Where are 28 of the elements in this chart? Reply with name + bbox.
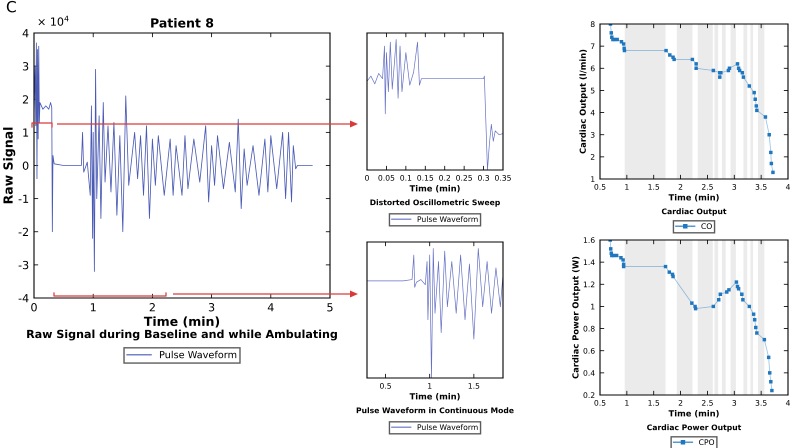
y-axis-title: Cardiac Power Output (W) xyxy=(572,256,580,379)
x-tick-label: 0 xyxy=(31,303,37,312)
y-axis-title: Cardiac Output (l/min) xyxy=(579,50,588,154)
x-tick-label: 5 xyxy=(327,303,333,312)
y-tick-label: 1 xyxy=(23,128,28,137)
y-tick-label: -1 xyxy=(18,194,28,203)
x-axis-title: Time (min) xyxy=(668,194,719,202)
x-tick-label: 2 xyxy=(150,303,155,312)
text: × 10$^{4}$ xyxy=(38,16,69,26)
legend-label: Pulse Waveform xyxy=(160,350,236,358)
x-axis-title: Time (min) xyxy=(144,316,220,328)
y-tick-label: 2 xyxy=(22,95,28,104)
y-tick-label: 4 xyxy=(22,29,29,38)
x-tick-label: 4 xyxy=(268,303,274,312)
y-tick-label: -4 xyxy=(18,294,29,302)
x-axis-title: Time (min) xyxy=(410,393,460,400)
y-tick-label: -3 xyxy=(18,260,28,270)
x-axis-title: Time (min) xyxy=(410,185,460,192)
x-tick-label: 3 xyxy=(208,303,214,312)
text: C xyxy=(6,0,16,12)
chart-title: Patient 8 xyxy=(151,18,214,28)
y-tick-label: 0 xyxy=(22,161,28,170)
y-tick-label: 3 xyxy=(22,62,28,71)
x-axis-title: Time (min) xyxy=(668,410,719,418)
text: Raw Signal during Baseline and while Ambulating xyxy=(27,330,337,340)
y-axis-title: Raw Signal xyxy=(3,128,16,204)
x-tick-label: 1 xyxy=(90,303,96,312)
y-tick-label: -2 xyxy=(18,228,28,236)
